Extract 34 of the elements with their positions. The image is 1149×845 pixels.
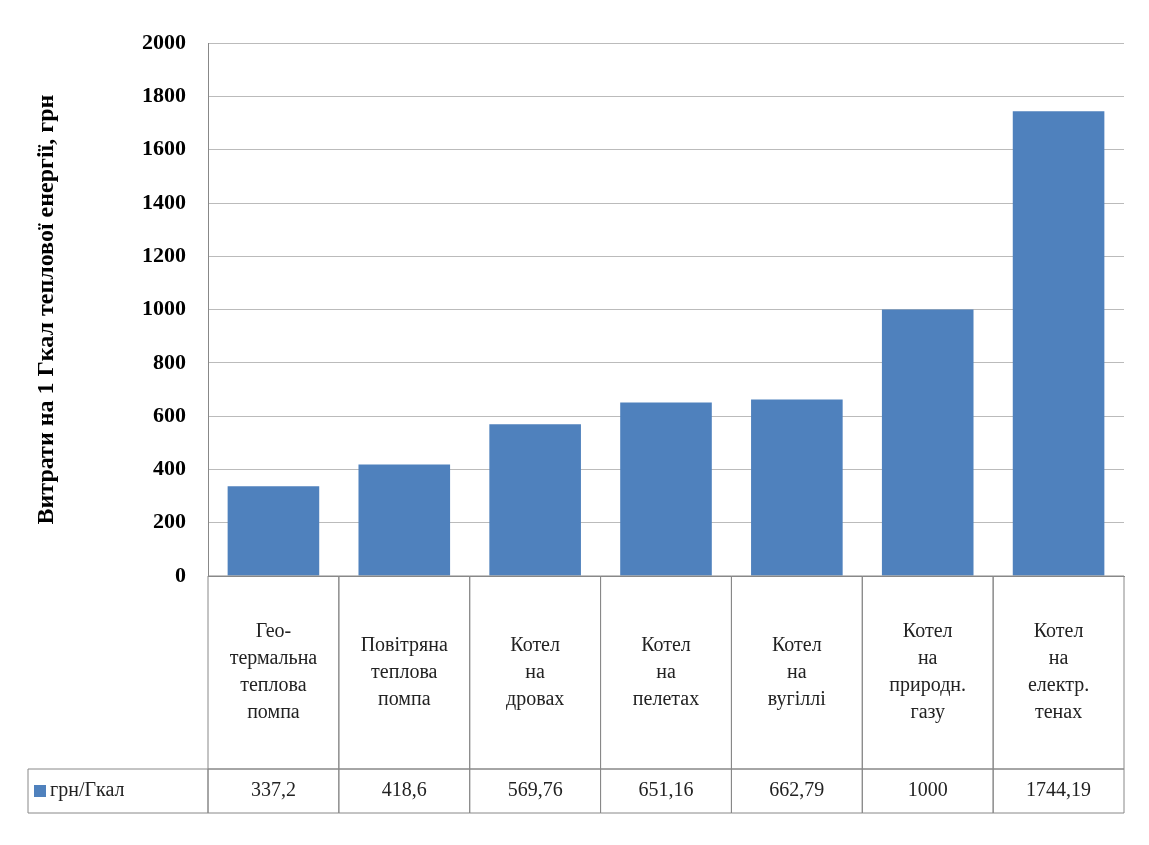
x-tick-label: Гео-термальна теплова помпа bbox=[229, 619, 318, 723]
y-tick-label: 1200 bbox=[142, 242, 186, 268]
data-label: 662,79 bbox=[769, 778, 825, 801]
x-tick-label: Котел на дровах bbox=[506, 632, 565, 710]
legend-label: грн/Гкал bbox=[50, 778, 125, 802]
data-label: 1000 bbox=[907, 778, 948, 801]
y-tick-label: 1600 bbox=[142, 135, 186, 161]
y-tick-label: 600 bbox=[153, 401, 186, 427]
data-label: 418,6 bbox=[381, 778, 427, 801]
y-axis-title: Витрати на 1 Гкал теплової енергії, грн bbox=[31, 94, 58, 525]
y-tick-label: 200 bbox=[153, 508, 186, 534]
data-label: 337,2 bbox=[250, 778, 296, 801]
y-tick-label: 400 bbox=[153, 455, 186, 481]
bar bbox=[489, 424, 581, 576]
bar bbox=[1012, 111, 1105, 576]
x-tick-label: Котел на пелетах bbox=[632, 632, 700, 709]
y-tick-label: 800 bbox=[153, 348, 186, 374]
bar bbox=[227, 486, 320, 576]
data-label: 1744,19 bbox=[1026, 778, 1092, 801]
y-tick-label: 1000 bbox=[142, 295, 186, 321]
x-tick-label: Котел на природн. газу bbox=[889, 619, 967, 724]
bar bbox=[620, 402, 712, 576]
bar bbox=[751, 399, 843, 576]
x-tick-label: Повітряна теплова помпа bbox=[360, 632, 449, 709]
y-tick-label: 1800 bbox=[142, 82, 186, 108]
data-label: 569,76 bbox=[507, 778, 563, 801]
x-tick-label: Котел на електр. тенах bbox=[1027, 619, 1090, 723]
y-tick-label: 2000 bbox=[142, 28, 186, 54]
bar bbox=[358, 464, 451, 576]
y-tick-label: 1400 bbox=[142, 188, 186, 214]
x-tick-label: Котел на вугіллі bbox=[767, 632, 827, 710]
data-label: 651,16 bbox=[638, 778, 694, 801]
bar bbox=[881, 309, 974, 576]
y-tick-label: 0 bbox=[175, 561, 186, 587]
